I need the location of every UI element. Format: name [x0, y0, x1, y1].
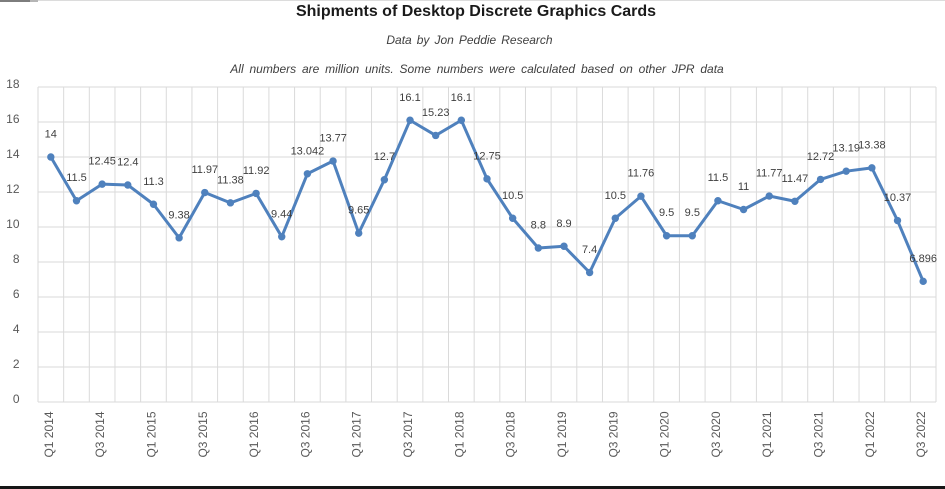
svg-text:10.5: 10.5 — [605, 190, 626, 202]
svg-text:12.7: 12.7 — [374, 151, 395, 163]
svg-text:11.5: 11.5 — [708, 172, 729, 184]
svg-text:4: 4 — [13, 322, 20, 336]
svg-text:Q3 2020: Q3 2020 — [709, 411, 723, 457]
svg-text:Q3 2017: Q3 2017 — [401, 411, 415, 457]
svg-text:13.19: 13.19 — [832, 143, 860, 155]
svg-text:11.47: 11.47 — [782, 173, 809, 185]
svg-text:11.5: 11.5 — [66, 172, 87, 184]
svg-text:Q3 2019: Q3 2019 — [606, 411, 620, 457]
svg-text:6: 6 — [13, 287, 20, 301]
svg-text:Q3 2018: Q3 2018 — [504, 411, 518, 457]
svg-text:9.65: 9.65 — [348, 205, 369, 217]
svg-text:8.9: 8.9 — [556, 218, 571, 230]
svg-text:14: 14 — [45, 129, 57, 141]
svg-text:10.37: 10.37 — [884, 192, 912, 204]
svg-text:7.4: 7.4 — [582, 244, 597, 256]
svg-text:8: 8 — [13, 252, 20, 266]
svg-text:6.896: 6.896 — [909, 253, 937, 265]
svg-text:8.8: 8.8 — [531, 220, 546, 232]
svg-text:11.92: 11.92 — [243, 165, 270, 177]
svg-text:11.77: 11.77 — [756, 168, 783, 180]
svg-text:13.77: 13.77 — [319, 133, 347, 145]
svg-text:Q1 2018: Q1 2018 — [452, 411, 466, 457]
svg-text:0: 0 — [13, 392, 20, 406]
svg-text:11.38: 11.38 — [217, 174, 244, 186]
svg-text:Q1 2016: Q1 2016 — [247, 411, 261, 457]
svg-text:11.97: 11.97 — [191, 164, 218, 176]
svg-text:10.5: 10.5 — [502, 190, 523, 202]
svg-text:9.38: 9.38 — [168, 209, 189, 221]
svg-text:12.72: 12.72 — [807, 151, 835, 163]
svg-text:Q1 2021: Q1 2021 — [760, 411, 774, 457]
svg-text:12.45: 12.45 — [88, 156, 116, 168]
svg-text:11.76: 11.76 — [628, 168, 655, 180]
svg-text:10: 10 — [6, 217, 20, 231]
svg-text:13.38: 13.38 — [858, 139, 886, 151]
svg-text:9.5: 9.5 — [659, 207, 674, 219]
svg-text:11: 11 — [738, 181, 749, 193]
svg-text:16: 16 — [6, 112, 20, 126]
svg-text:2: 2 — [13, 357, 20, 371]
svg-text:Q1 2015: Q1 2015 — [145, 411, 159, 457]
svg-text:Q3 2015: Q3 2015 — [196, 411, 210, 457]
svg-text:12.75: 12.75 — [473, 150, 501, 162]
svg-text:Q1 2022: Q1 2022 — [863, 411, 877, 457]
svg-text:Q1 2020: Q1 2020 — [658, 411, 672, 457]
svg-text:15.23: 15.23 — [422, 107, 450, 119]
svg-text:Q3 2016: Q3 2016 — [298, 411, 312, 457]
svg-text:16.1: 16.1 — [451, 92, 472, 104]
svg-text:Q1 2014: Q1 2014 — [42, 411, 56, 457]
svg-text:12: 12 — [6, 182, 20, 196]
svg-text:16.1: 16.1 — [399, 92, 420, 104]
svg-text:13.042: 13.042 — [291, 145, 325, 157]
svg-text:18: 18 — [6, 77, 20, 91]
svg-text:14: 14 — [6, 147, 20, 161]
svg-text:Q3 2022: Q3 2022 — [914, 411, 928, 457]
svg-text:12.4: 12.4 — [117, 157, 138, 169]
svg-text:Q3 2014: Q3 2014 — [93, 411, 107, 457]
svg-text:Q3 2021: Q3 2021 — [812, 411, 826, 457]
svg-text:11.3: 11.3 — [143, 176, 164, 188]
svg-text:9.44: 9.44 — [271, 208, 292, 220]
svg-text:Q1 2019: Q1 2019 — [555, 411, 569, 457]
svg-text:9.5: 9.5 — [685, 207, 700, 219]
svg-text:Q1 2017: Q1 2017 — [350, 411, 364, 457]
